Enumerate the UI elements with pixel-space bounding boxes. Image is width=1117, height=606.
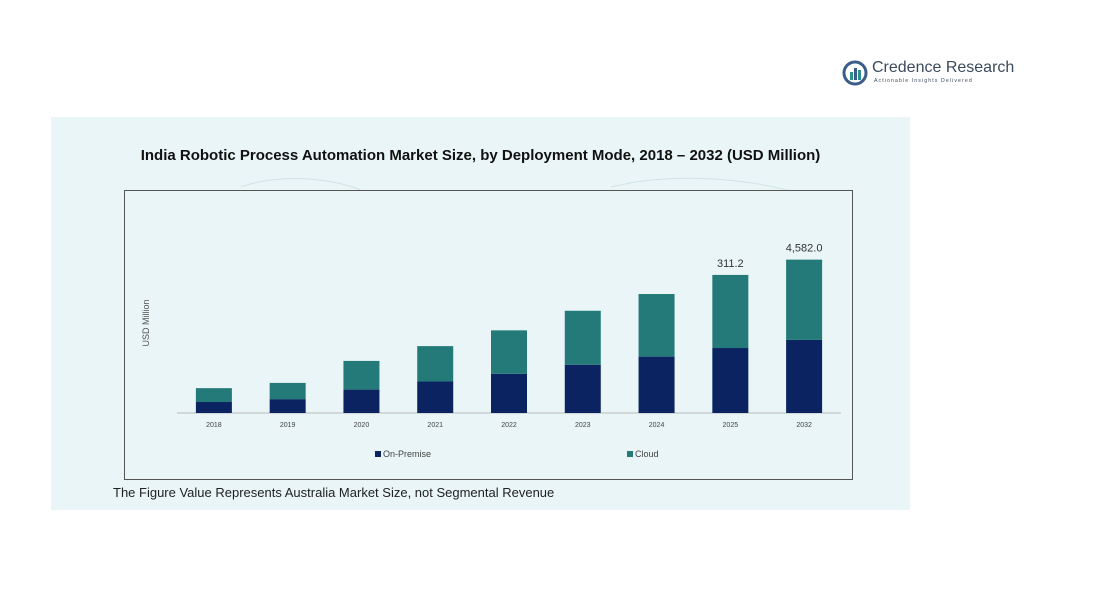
bar-on-premise-2032 [786, 339, 823, 413]
footnote: The Figure Value Represents Australia Ma… [113, 485, 555, 500]
x-tick-label: 2022 [501, 422, 517, 429]
bar-cloud-2021 [417, 346, 454, 382]
data-label: 311.2 [717, 258, 744, 270]
brand-name: Credence Research [872, 59, 1015, 76]
bar-cloud-2023 [564, 310, 601, 365]
bar-on-premise-2021 [417, 381, 454, 413]
y-axis-label: USD Million [141, 299, 151, 346]
legend-item-cloud: Cloud [627, 449, 659, 459]
legend-item-on-premise: On-Premise [375, 449, 431, 459]
bar-cloud-2019 [269, 382, 306, 400]
legend-label: On-Premise [383, 449, 431, 459]
brand-tagline: Actionable Insights Delivered [874, 78, 973, 84]
bar-cloud-2022 [491, 330, 527, 374]
data-label: 4,582.0 [786, 243, 823, 255]
bar-cloud-2018 [195, 388, 232, 403]
chart-title: India Robotic Process Automation Market … [140, 147, 821, 164]
x-tick-label: 2025 [723, 422, 739, 429]
bar-cloud-2024 [638, 294, 675, 357]
x-tick-label: 2019 [280, 422, 296, 429]
bar-on-premise-2020 [343, 389, 380, 413]
legend-swatch [627, 451, 633, 457]
bar-on-premise-2024 [638, 356, 675, 413]
bar-cloud-2025 [712, 274, 749, 349]
legend-swatch [375, 451, 381, 457]
legend-label: Cloud [635, 449, 659, 459]
x-tick-label: 2020 [354, 422, 370, 429]
chart-area: USD Million 2018 2019 2020 2021 2022 2023 2024… [124, 190, 853, 480]
bar-on-premise-2023 [564, 364, 601, 413]
x-tick-label: 2023 [575, 422, 591, 429]
bar-chart: USD Million 2018 2019 2020 2021 2022 2023 2024… [141, 243, 841, 459]
x-tick-label: 2032 [796, 422, 812, 429]
bar-cloud-2032 [786, 259, 823, 340]
bar-on-premise-2019 [269, 399, 306, 413]
x-tick-label: 2018 [206, 422, 222, 429]
bar-on-premise-2025 [712, 348, 749, 413]
credence-logo-icon [842, 60, 868, 86]
bar-on-premise-2018 [195, 402, 232, 413]
bar-cloud-2020 [343, 360, 380, 390]
x-tick-label: 2024 [649, 422, 665, 429]
bar-on-premise-2022 [491, 373, 527, 413]
x-tick-label: 2021 [427, 422, 443, 429]
